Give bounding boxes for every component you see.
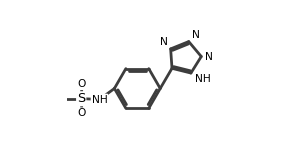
Text: NH: NH [91, 94, 107, 105]
Text: NH: NH [195, 74, 211, 84]
Text: N: N [160, 37, 168, 47]
Text: N: N [205, 52, 213, 61]
Text: O: O [78, 108, 86, 118]
Text: S: S [77, 92, 85, 105]
Text: N: N [192, 30, 199, 40]
Text: O: O [78, 79, 86, 89]
